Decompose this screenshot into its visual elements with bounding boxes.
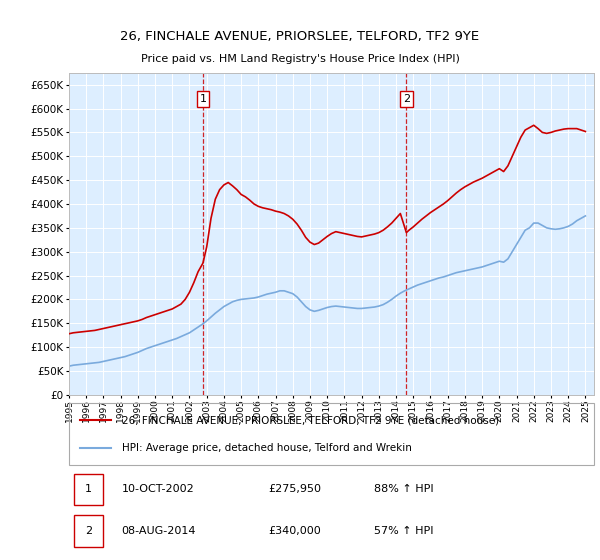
Text: 1: 1 <box>199 94 206 104</box>
Text: £275,950: £275,950 <box>269 484 322 494</box>
Text: 2: 2 <box>403 94 410 104</box>
Text: 10-OCT-2002: 10-OCT-2002 <box>121 484 194 494</box>
Text: 57% ↑ HPI: 57% ↑ HPI <box>373 526 433 536</box>
Text: 88% ↑ HPI: 88% ↑ HPI <box>373 484 433 494</box>
Text: 08-AUG-2014: 08-AUG-2014 <box>121 526 196 536</box>
Text: £340,000: £340,000 <box>269 526 321 536</box>
Bar <box>74 474 103 505</box>
Text: Price paid vs. HM Land Registry's House Price Index (HPI): Price paid vs. HM Land Registry's House … <box>140 54 460 64</box>
Text: 26, FINCHALE AVENUE, PRIORSLEE, TELFORD, TF2 9YE (detached house): 26, FINCHALE AVENUE, PRIORSLEE, TELFORD,… <box>121 416 499 426</box>
Text: HPI: Average price, detached house, Telford and Wrekin: HPI: Average price, detached house, Telf… <box>121 442 412 452</box>
Bar <box>74 515 103 547</box>
Text: 2: 2 <box>85 526 92 536</box>
Text: 26, FINCHALE AVENUE, PRIORSLEE, TELFORD, TF2 9YE: 26, FINCHALE AVENUE, PRIORSLEE, TELFORD,… <box>121 30 479 43</box>
Text: 1: 1 <box>85 484 92 494</box>
